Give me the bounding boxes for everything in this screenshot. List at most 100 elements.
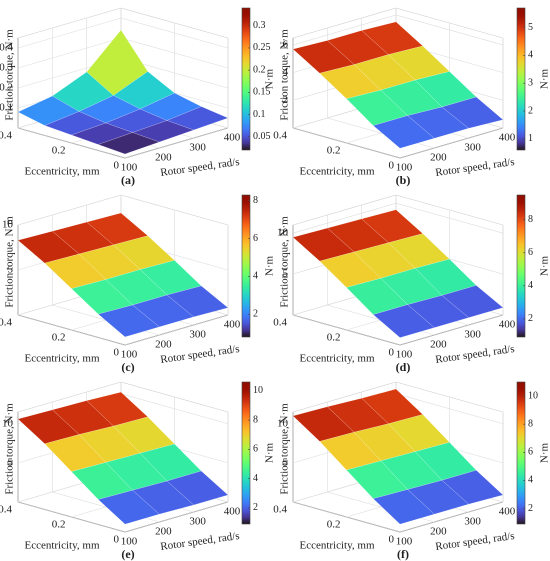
z-axis-label: Friction torque, N·m — [279, 29, 291, 121]
colorbar-tick-label: 4 — [528, 475, 533, 486]
colorbar-tick-label: 5 — [528, 22, 533, 33]
colorbar-tick-label: 2 — [528, 105, 533, 116]
colorbar-tick-label: 8 — [253, 414, 258, 425]
panel: 5 10 100 200 300 400 0 0.2 0.4 Friction torque, N… — [0, 381, 276, 561]
colorbar-tick-label: 0.15 — [253, 87, 271, 98]
x-axis-label: Rotor speed, rad/s — [435, 343, 516, 366]
box-edge — [292, 194, 397, 226]
box-edge — [292, 7, 397, 39]
colorbar-tick-label: 6 — [253, 444, 258, 455]
colorbar-tick-label: 8 — [528, 418, 533, 429]
panel: 5 10 100 200 300 400 0 0.2 0.4 Friction torque, N… — [273, 194, 550, 374]
colorbar-tick-label: 2 — [528, 313, 533, 324]
grid-line — [17, 225, 126, 346]
y-axis-label: Eccentricity, mm — [24, 353, 99, 365]
y-tick-label: 0.2 — [327, 145, 341, 157]
panel-label: (b) — [396, 173, 411, 187]
surface-patch — [441, 469, 504, 505]
z-tick-label: 10 — [277, 227, 289, 239]
z-axis-label: Friction torque, N·m — [279, 216, 291, 308]
z-axis-label: Friction torque, N·m — [4, 29, 16, 121]
x-tick-label: 200 — [155, 339, 172, 351]
grid-line — [292, 225, 401, 346]
grid-line — [399, 225, 504, 346]
y-tick-label: 0.4 — [273, 504, 287, 516]
y-tick-label: 0 — [114, 534, 120, 546]
colorbar-tick-label: 2 — [253, 309, 258, 320]
colorbar-tick-label: 0.25 — [253, 42, 271, 53]
colorbar-tick-label: 4 — [253, 473, 258, 484]
panel: 5 10 100 200 300 400 0 0.2 0.4 Friction torque, N… — [0, 194, 276, 374]
surface-patch — [166, 470, 229, 506]
x-tick-label: 300 — [464, 142, 481, 154]
panel-label: (e) — [121, 547, 134, 561]
y-tick-label: 0.4 — [273, 130, 287, 142]
x-tick-label: 200 — [430, 526, 447, 538]
z-tick-label: 5 — [283, 268, 289, 280]
surface-patch — [372, 304, 435, 338]
colorbar-tick-label: 4 — [253, 271, 258, 282]
x-tick-label: 100 — [396, 536, 413, 548]
z-tick-label: 0.4 — [0, 42, 14, 54]
colorbar-tick-label: 0.05 — [253, 131, 271, 142]
x-tick-label: 400 — [499, 132, 516, 144]
grid-line — [292, 412, 401, 533]
surface-patch — [97, 132, 161, 155]
grid-line — [399, 412, 504, 533]
colorbar-tick-label: 2 — [253, 502, 258, 513]
surface-patch — [441, 285, 504, 318]
y-axis-label: Eccentricity, mm — [299, 540, 374, 552]
x-axis-label: Rotor speed, rad/s — [435, 530, 516, 553]
colorbar-tick-label: 1 — [528, 133, 533, 144]
colorbar-tick-label: 6 — [253, 233, 258, 244]
y-tick-label: 0 — [114, 160, 120, 172]
x-tick-label: 100 — [396, 162, 413, 174]
colorbar-tick-label: 8 — [528, 214, 533, 225]
colorbar-label: N·m — [539, 442, 550, 463]
x-tick-label: 100 — [121, 536, 138, 548]
box-edge — [292, 381, 397, 413]
colorbar-label: N·m — [539, 255, 550, 276]
panel-label: (d) — [396, 360, 411, 374]
z-tick-label: 4 — [283, 66, 289, 78]
y-tick-label: 0 — [389, 160, 395, 172]
colorbar-tick-label: 0.3 — [253, 20, 266, 31]
x-tick-label: 300 — [464, 516, 481, 528]
colorbar-tick-label: 0.2 — [253, 64, 266, 75]
y-tick-label: 0.4 — [0, 504, 13, 516]
surface-patch — [441, 96, 504, 129]
panel: 5 10 100 200 300 400 0 0.2 0.4 Friction torque, N… — [273, 381, 550, 561]
x-tick-label: 400 — [224, 506, 241, 518]
z-tick-label: 5 — [8, 456, 14, 468]
colorbar — [516, 7, 526, 151]
y-tick-label: 0.2 — [52, 145, 66, 157]
grid-line — [124, 38, 229, 159]
surface-patch — [407, 295, 470, 328]
grid-line — [124, 225, 229, 346]
colorbar — [241, 381, 251, 525]
grid-line — [399, 38, 504, 159]
y-tick-label: 0.2 — [52, 519, 66, 531]
grid-line — [17, 412, 126, 533]
z-tick-label: 6 — [283, 38, 289, 50]
y-tick-label: 0.4 — [273, 317, 287, 329]
x-tick-label: 300 — [189, 329, 206, 341]
x-tick-label: 100 — [121, 162, 138, 174]
z-tick-label: 10 — [2, 219, 14, 231]
surface-patch — [132, 294, 195, 328]
z-tick-label: 5 — [8, 264, 14, 276]
surface-patch — [407, 479, 470, 515]
grid-line — [292, 38, 401, 159]
box-edge — [17, 7, 122, 39]
y-tick-label: 0.4 — [0, 130, 13, 142]
x-tick-label: 300 — [464, 329, 481, 341]
surface-patch — [132, 480, 195, 515]
x-axis-label: Rotor speed, rad/s — [435, 156, 516, 179]
z-axis-label: Friction torque, N·m — [4, 216, 16, 308]
colorbar-label: N·m — [264, 68, 276, 89]
x-tick-label: 300 — [189, 142, 206, 154]
y-axis-label: Eccentricity, mm — [24, 540, 99, 552]
colorbar — [516, 381, 526, 525]
y-axis-label: Eccentricity, mm — [299, 166, 374, 178]
